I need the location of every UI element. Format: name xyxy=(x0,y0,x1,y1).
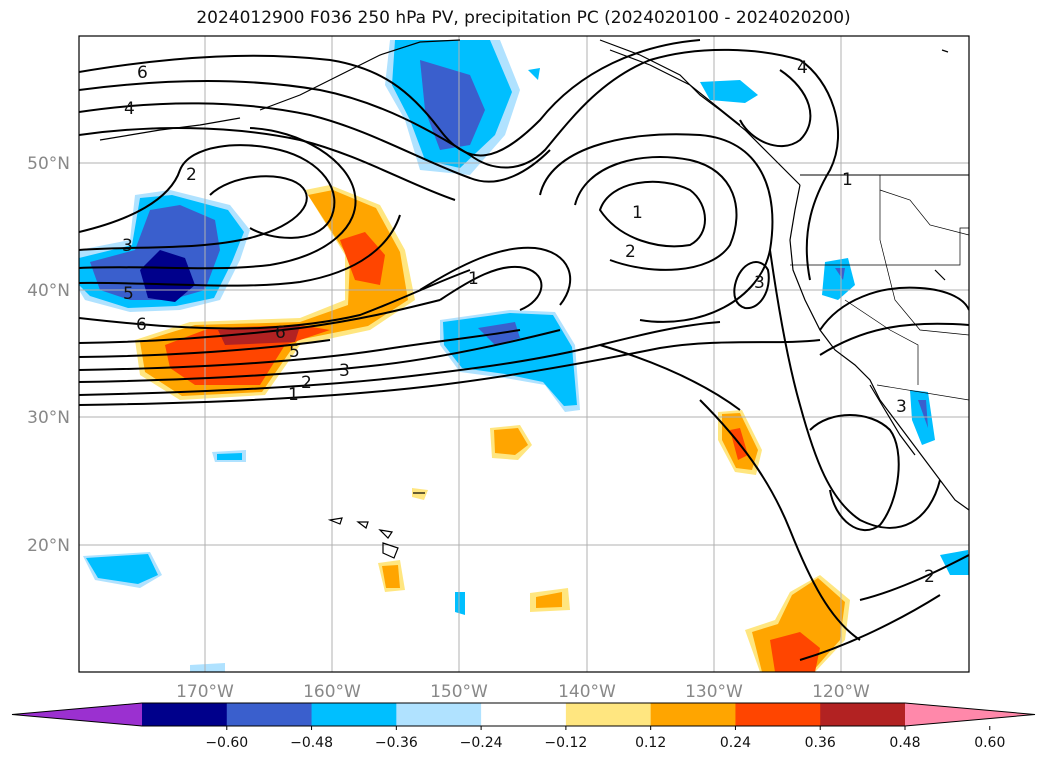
contour-labels: 6 4 2 3 5 6 6 5 3 2 1 1 1 2 3 4 1 2 3 xyxy=(122,58,935,587)
colorbar-extend-high xyxy=(905,703,1035,726)
contour-label: 3 xyxy=(339,361,350,381)
latitude-labels: 50°N 40°N 30°N 20°N xyxy=(27,154,70,556)
colorbar-swatch xyxy=(311,703,397,726)
colorbar-tick-label: 0.24 xyxy=(720,735,751,751)
colorbar-swatch xyxy=(565,703,652,726)
pv-contours xyxy=(79,39,969,661)
lon-label: 130°W xyxy=(685,682,743,702)
contour-label: 1 xyxy=(468,269,479,289)
lat-label: 30°N xyxy=(27,408,70,428)
colorbar-tick-label: 0.48 xyxy=(889,735,920,751)
colorbar-tick-label: −0.12 xyxy=(544,735,587,751)
contour-label: 2 xyxy=(924,567,935,587)
colorbar: −0.60 −0.48 −0.36 −0.24 −0.12 0.12 0.24 0.36 0.4… xyxy=(11,702,1036,751)
contour-label: 3 xyxy=(896,397,907,417)
colorbar-tick-label: −0.60 xyxy=(205,735,248,751)
colorbar-tick-label: 0.36 xyxy=(805,735,836,751)
contour-label: 2 xyxy=(186,165,197,185)
colorbar-swatch xyxy=(735,703,821,726)
contour-label: 1 xyxy=(288,385,299,405)
lon-label: 120°W xyxy=(812,682,870,702)
map-title: 2024012900 F036 250 hPa PV, precipitatio… xyxy=(196,8,851,28)
contour-label: 6 xyxy=(136,315,147,335)
colorbar-swatch xyxy=(142,703,228,726)
coastlines xyxy=(99,39,969,559)
colorbar-tick-label: 0.12 xyxy=(635,735,666,751)
contour-label: 6 xyxy=(275,323,286,343)
contour-label: 4 xyxy=(797,58,808,78)
longitude-labels: 170°W 160°W 150°W 140°W 130°W 120°W xyxy=(176,682,870,702)
colorbar-swatch xyxy=(226,703,313,726)
lat-label: 40°N xyxy=(27,281,70,301)
colorbar-tick-label: 0.60 xyxy=(974,735,1005,751)
map-frame xyxy=(78,35,970,673)
precip-shading xyxy=(79,40,969,672)
lon-label: 170°W xyxy=(176,682,234,702)
contour-label: 1 xyxy=(632,203,643,223)
lat-label: 20°N xyxy=(27,536,70,556)
contour-label: 3 xyxy=(754,273,765,293)
grid-lines xyxy=(79,36,969,672)
colorbar-swatch xyxy=(820,703,906,726)
lon-label: 150°W xyxy=(430,682,488,702)
lon-label: 160°W xyxy=(303,682,361,702)
contour-label: 3 xyxy=(122,236,133,256)
colorbar-swatch xyxy=(650,703,736,726)
contour-label: 5 xyxy=(123,284,134,304)
colorbar-extend-low xyxy=(12,703,142,726)
contour-label: 2 xyxy=(625,242,636,262)
colorbar-tick-label: −0.36 xyxy=(375,735,418,751)
contour-label: 4 xyxy=(124,99,135,119)
lon-label: 140°W xyxy=(558,682,616,702)
contour-label: 5 xyxy=(289,342,300,362)
contour-label: 1 xyxy=(842,170,853,190)
colorbar-outline xyxy=(11,702,1036,727)
colorbar-swatch xyxy=(396,703,482,726)
colorbar-tick-label: −0.48 xyxy=(290,735,333,751)
contour-label: 2 xyxy=(301,373,312,393)
colorbar-swatch xyxy=(481,703,567,726)
lat-label: 50°N xyxy=(27,154,70,174)
colorbar-tick-label: −0.24 xyxy=(460,735,503,751)
contour-label: 6 xyxy=(137,63,148,83)
